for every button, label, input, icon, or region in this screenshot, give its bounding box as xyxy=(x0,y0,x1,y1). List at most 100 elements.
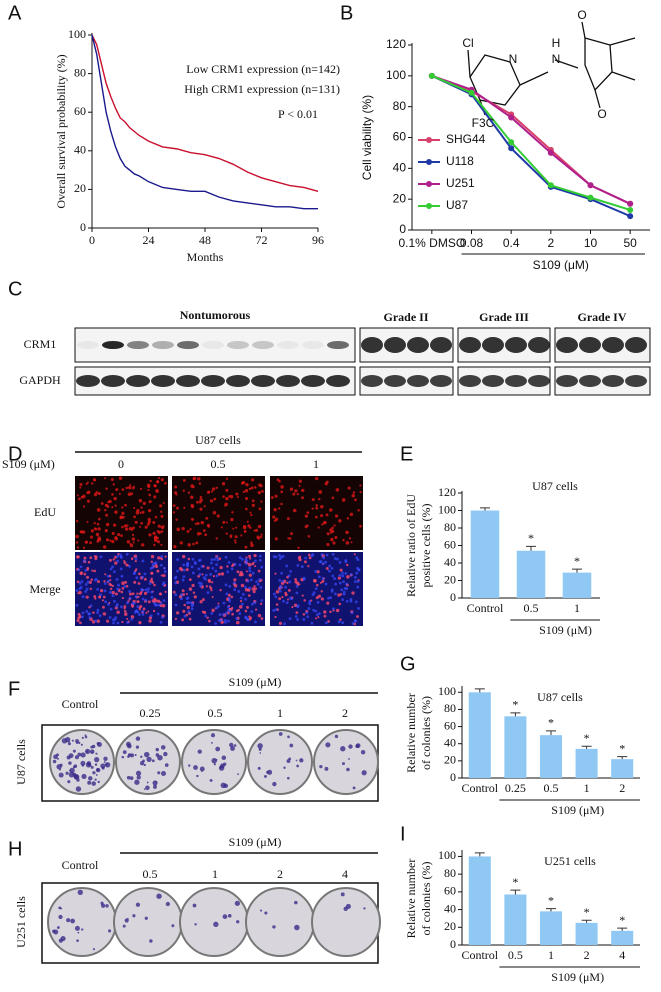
nucleus-dot xyxy=(318,560,322,564)
cell-dot xyxy=(152,531,156,535)
colony xyxy=(233,744,237,747)
cell-dot xyxy=(224,504,227,507)
x-tick-label: 0.5 xyxy=(524,601,539,615)
cell-dot xyxy=(79,486,82,489)
cell-dot xyxy=(186,605,190,610)
nucleus-dot xyxy=(182,568,186,572)
nucleus-dot xyxy=(128,590,132,593)
nucleus-dot xyxy=(324,621,328,625)
nucleus-dot xyxy=(131,602,135,606)
cell-dot xyxy=(186,530,190,533)
nucleus-dot xyxy=(191,571,195,575)
nucleus-dot xyxy=(295,584,299,588)
bar xyxy=(504,894,527,945)
cell-dot xyxy=(187,557,191,561)
cell-dot xyxy=(212,511,217,515)
cell-dot xyxy=(121,488,125,491)
colony xyxy=(145,785,150,791)
colony xyxy=(92,948,95,951)
nucleus-dot xyxy=(235,617,239,621)
cell-dot xyxy=(249,511,252,514)
cell-dot xyxy=(78,615,82,619)
x-tick-label: 1 xyxy=(548,948,554,962)
nucleus-dot xyxy=(251,571,255,575)
nucleus-dot xyxy=(174,593,178,597)
nucleus-dot xyxy=(260,599,264,602)
cell-dot xyxy=(226,599,229,602)
cell-dot xyxy=(286,517,290,521)
cell-dot xyxy=(217,572,221,576)
colony xyxy=(56,926,60,929)
cell-dot xyxy=(91,569,94,572)
bond xyxy=(554,59,579,69)
cell-dot xyxy=(159,604,163,608)
cell-dot xyxy=(123,609,127,613)
point xyxy=(428,72,435,79)
cell-dot xyxy=(345,541,350,545)
cell-dot xyxy=(307,534,311,538)
cell-dot xyxy=(96,619,100,623)
cell-dot xyxy=(85,482,88,485)
nucleus-dot xyxy=(182,563,186,567)
nucleus-dot xyxy=(109,567,113,571)
colony xyxy=(129,753,135,758)
cell-dot xyxy=(249,557,252,560)
cell-dot xyxy=(306,524,309,527)
nucleus-dot xyxy=(233,588,237,592)
cell-dot xyxy=(86,481,89,484)
nucleus-dot xyxy=(123,585,127,588)
nucleus-dot xyxy=(349,597,353,601)
cell-dot xyxy=(257,613,262,618)
colony xyxy=(213,921,219,928)
legend-label: High CRM1 expression (n=131) xyxy=(184,82,340,96)
cell-dot xyxy=(287,589,291,592)
cell-dot xyxy=(139,604,143,609)
plate xyxy=(115,729,181,795)
nucleus-dot xyxy=(144,588,148,592)
colony xyxy=(70,918,76,924)
cell-dot xyxy=(258,507,262,511)
nucleus-dot xyxy=(343,586,347,590)
cell-dot xyxy=(203,610,207,615)
colony xyxy=(325,742,331,748)
cell-dot xyxy=(208,580,211,583)
plate xyxy=(311,887,381,957)
blot-box xyxy=(74,327,356,363)
cell-dot xyxy=(321,579,325,583)
colony xyxy=(215,746,221,752)
cell-dot xyxy=(248,487,252,491)
cell-dot xyxy=(220,572,225,576)
cell-dot xyxy=(260,533,263,536)
cell-dot xyxy=(102,595,106,599)
colony xyxy=(342,762,345,766)
colony xyxy=(135,770,142,776)
nucleus-dot xyxy=(210,558,214,562)
significance-mark: * xyxy=(528,531,534,545)
nucleus-dot xyxy=(132,572,136,576)
cell-dot xyxy=(147,610,150,613)
point xyxy=(587,182,594,189)
nucleus-dot xyxy=(109,607,113,611)
x-tick-label: 72 xyxy=(256,233,268,247)
cell-dot xyxy=(148,493,151,497)
colony xyxy=(199,766,205,772)
cell-dot xyxy=(96,522,100,526)
cell-dot xyxy=(138,499,143,503)
error-bar xyxy=(510,712,521,717)
cell-dot xyxy=(337,593,341,597)
point xyxy=(508,145,515,152)
cell-dot xyxy=(105,513,109,517)
cell-dot xyxy=(332,541,336,545)
y-tick-label: 100 xyxy=(68,27,86,41)
colony xyxy=(95,752,98,755)
cell-dot xyxy=(280,502,283,506)
cell-dot xyxy=(174,485,178,489)
nucleus-dot xyxy=(333,577,337,581)
treatment-label: S109 (μM) xyxy=(229,835,282,849)
nucleus-dot xyxy=(284,585,287,589)
cell-dot xyxy=(216,514,220,518)
cell-dot xyxy=(307,565,310,568)
cell-dot xyxy=(318,490,323,494)
cell-dot xyxy=(192,478,195,481)
band xyxy=(528,337,550,353)
